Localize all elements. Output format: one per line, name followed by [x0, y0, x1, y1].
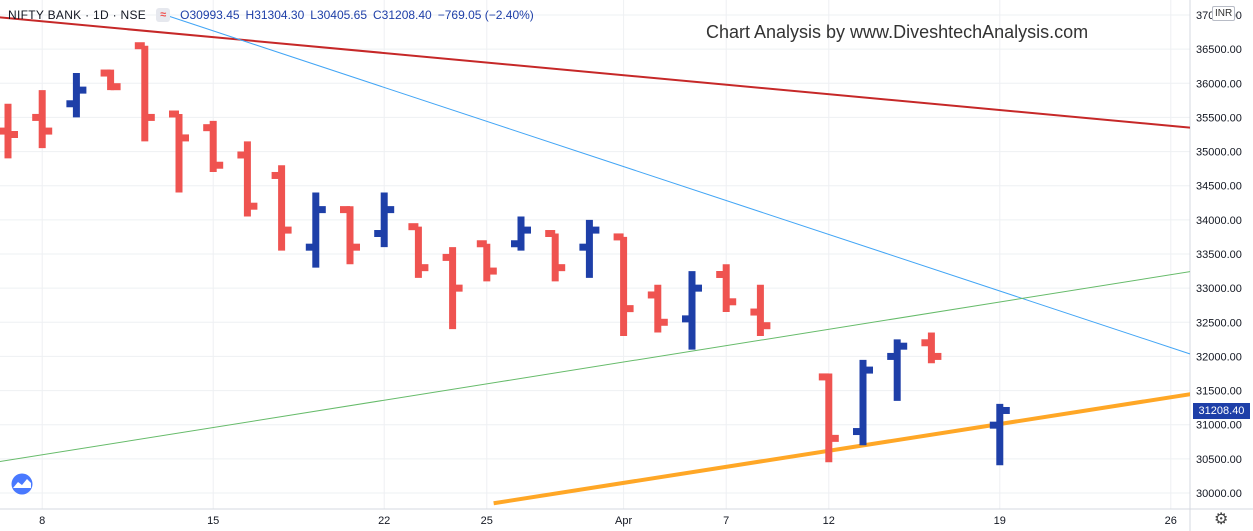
x-tick-label: 15: [207, 515, 219, 527]
ohlc-bar[interactable]: [476, 240, 497, 282]
ohlc-bar[interactable]: [100, 69, 121, 91]
y-tick-label: 35000.00: [1196, 147, 1242, 159]
ohlc-bar[interactable]: [0, 103, 18, 159]
ohlc-bar[interactable]: [579, 219, 600, 278]
ohlc-bar[interactable]: [921, 332, 942, 364]
currency-badge[interactable]: INR: [1212, 6, 1236, 21]
ohlc-bar[interactable]: [169, 110, 189, 193]
watermark-text: Chart Analysis by www.DiveshtechAnalysis…: [706, 22, 1089, 42]
y-tick-label: 36500.00: [1196, 44, 1242, 56]
x-tick-label: 22: [378, 515, 390, 527]
ohlc-bar[interactable]: [682, 271, 702, 350]
y-tick-label: 34000.00: [1196, 215, 1242, 227]
ohlc-bar[interactable]: [545, 230, 566, 282]
y-tick-label: 33500.00: [1196, 249, 1242, 261]
last-price-tag: 31208.40: [1193, 403, 1250, 419]
ohlc-bar[interactable]: [818, 373, 839, 463]
symbol-label[interactable]: NIFTY BANK · 1D · NSE: [8, 8, 147, 22]
ohlc-bar[interactable]: [511, 216, 531, 251]
y-tick-label: 32000.00: [1196, 351, 1242, 363]
chart-header: NIFTY BANK · 1D · NSE ≈ O30993.45 H31304…: [8, 8, 534, 22]
change-value: −769.05 (−2.40%): [437, 8, 534, 22]
y-tick-label: 33000.00: [1196, 283, 1242, 295]
ohlc-bar[interactable]: [613, 233, 634, 336]
ohlc-bar[interactable]: [408, 223, 429, 278]
ohlc-bar[interactable]: [716, 264, 737, 313]
ohlc-bar[interactable]: [237, 141, 258, 217]
ohlc-bar[interactable]: [340, 206, 360, 265]
ohlc-bar[interactable]: [203, 120, 224, 173]
eye-wave-icon[interactable]: ≈: [156, 8, 171, 22]
y-tick-label: 31000.00: [1196, 420, 1242, 432]
gear-icon[interactable]: ⚙: [1214, 511, 1229, 528]
x-tick-label: 8: [39, 515, 45, 527]
x-tick-label: 12: [823, 515, 835, 527]
ohlc-bar[interactable]: [305, 192, 326, 268]
x-tick-label: 19: [994, 515, 1006, 527]
ohlc-bar[interactable]: [442, 247, 463, 330]
low-value: L30405.65: [310, 8, 367, 22]
ohlc-bar[interactable]: [853, 359, 873, 446]
trendline-2[interactable]: [165, 14, 1253, 391]
trendline-4[interactable]: [493, 377, 1253, 506]
y-tick-label: 34500.00: [1196, 181, 1242, 193]
ohlc-bar[interactable]: [271, 165, 292, 251]
y-tick-label: 31500.00: [1196, 386, 1242, 398]
y-tick-label: 32500.00: [1196, 317, 1242, 329]
ohlc-bar[interactable]: [32, 90, 53, 149]
ohlc-bar[interactable]: [989, 403, 1010, 466]
close-value: C31208.40: [373, 8, 432, 22]
y-tick-label: 35500.00: [1196, 112, 1242, 124]
x-tick-label: 7: [723, 515, 729, 527]
ohlc-bar[interactable]: [647, 284, 668, 333]
ohlc-bar[interactable]: [66, 73, 87, 118]
y-tick-label: 36000.00: [1196, 78, 1242, 90]
high-value: H31304.30: [245, 8, 305, 22]
ohlc-bar[interactable]: [750, 284, 771, 336]
trendline-1[interactable]: [0, 15, 1253, 138]
ohlc-bar[interactable]: [134, 42, 155, 142]
trendline-3[interactable]: [0, 254, 1253, 466]
open-value: O30993.45: [180, 8, 240, 22]
y-tick-label: 30000.00: [1196, 488, 1242, 500]
ohlc-bar[interactable]: [374, 192, 395, 248]
tradingview-logo-icon[interactable]: [8, 473, 36, 495]
ohlc-bar[interactable]: [887, 339, 908, 401]
x-tick-label: 25: [481, 515, 493, 527]
x-tick-label: 26: [1165, 515, 1177, 527]
y-tick-label: 30500.00: [1196, 454, 1242, 466]
plot-area: [0, 14, 1253, 506]
x-tick-label: Apr: [615, 515, 632, 527]
